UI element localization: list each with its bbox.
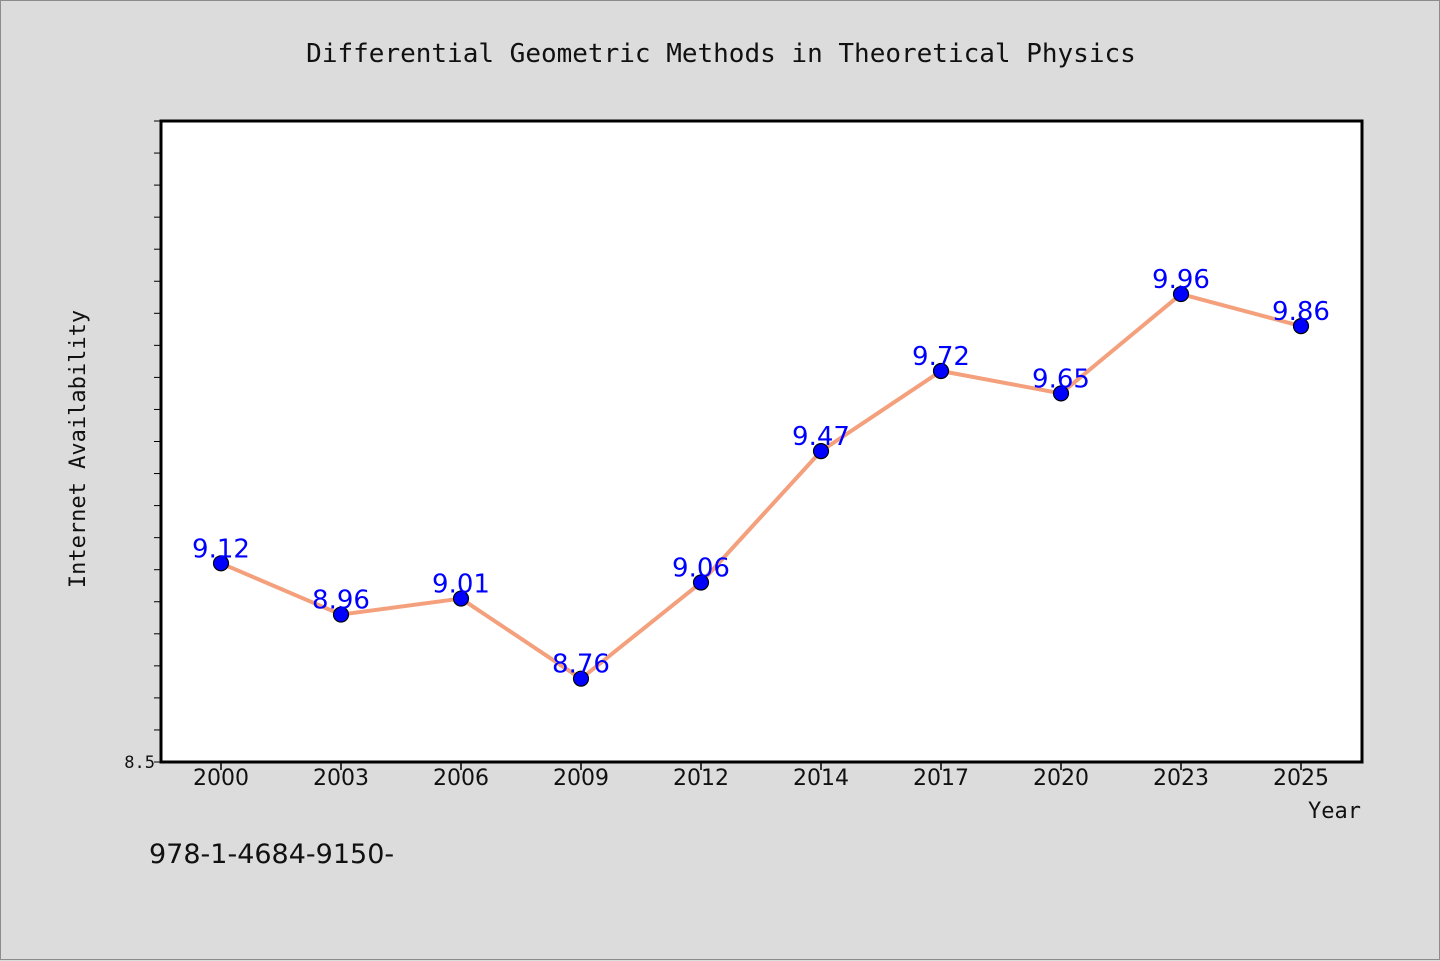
data-point bbox=[212, 555, 230, 572]
x-tick-label: 2014 bbox=[793, 766, 849, 791]
data-point bbox=[572, 670, 590, 687]
data-point bbox=[452, 590, 470, 607]
x-tick-label: 2017 bbox=[913, 766, 969, 791]
x-tick-label: 2003 bbox=[313, 766, 369, 791]
data-point bbox=[1172, 285, 1190, 303]
data-label: 9.47 bbox=[792, 422, 850, 452]
x-tick-label: 2020 bbox=[1033, 766, 1089, 791]
y-axis-ticks: 8.5 bbox=[124, 120, 161, 773]
x-axis-ticks: 2000 2003 2006 2009 2012 2014 2017 2020 2023 2025 bbox=[193, 762, 1329, 791]
y-axis-title: Internet Availability bbox=[66, 310, 91, 588]
chart-title: Differential Geometric Methods in Theore… bbox=[306, 39, 1136, 69]
series-group: 9.12 8.96 9.01 8.76 9.06 9.47 9.72 9.65 9.96 9.86 bbox=[192, 265, 1330, 687]
data-label: 9.01 bbox=[432, 570, 490, 600]
footer-isbn-text: 978-1-4684-9150- bbox=[149, 839, 394, 870]
data-label: 9.86 bbox=[1272, 297, 1330, 327]
x-tick-label: 2009 bbox=[553, 766, 609, 791]
plot-area bbox=[159, 119, 1364, 764]
data-point bbox=[332, 606, 350, 623]
x-axis-title: Year bbox=[1308, 799, 1361, 824]
data-point bbox=[692, 574, 710, 591]
x-tick-label: 2012 bbox=[673, 766, 729, 791]
y-tick-label: 8.5 bbox=[124, 753, 155, 773]
data-label: 9.96 bbox=[1152, 265, 1210, 295]
data-label: 9.06 bbox=[672, 554, 730, 584]
x-tick-label: 2006 bbox=[433, 766, 489, 791]
data-point bbox=[1292, 318, 1310, 335]
data-label: 9.72 bbox=[912, 342, 970, 372]
x-tick-label: 2023 bbox=[1153, 766, 1209, 791]
x-tick-label: 2000 bbox=[193, 766, 249, 791]
data-label: 8.76 bbox=[552, 650, 610, 680]
series-line bbox=[219, 292, 1303, 681]
x-tick-label: 2025 bbox=[1273, 766, 1329, 791]
data-point bbox=[812, 443, 830, 460]
data-label: 8.96 bbox=[312, 586, 370, 616]
data-point bbox=[932, 362, 950, 380]
data-label: 9.12 bbox=[192, 534, 250, 564]
data-label: 9.65 bbox=[1032, 364, 1090, 394]
data-point bbox=[1052, 385, 1070, 402]
